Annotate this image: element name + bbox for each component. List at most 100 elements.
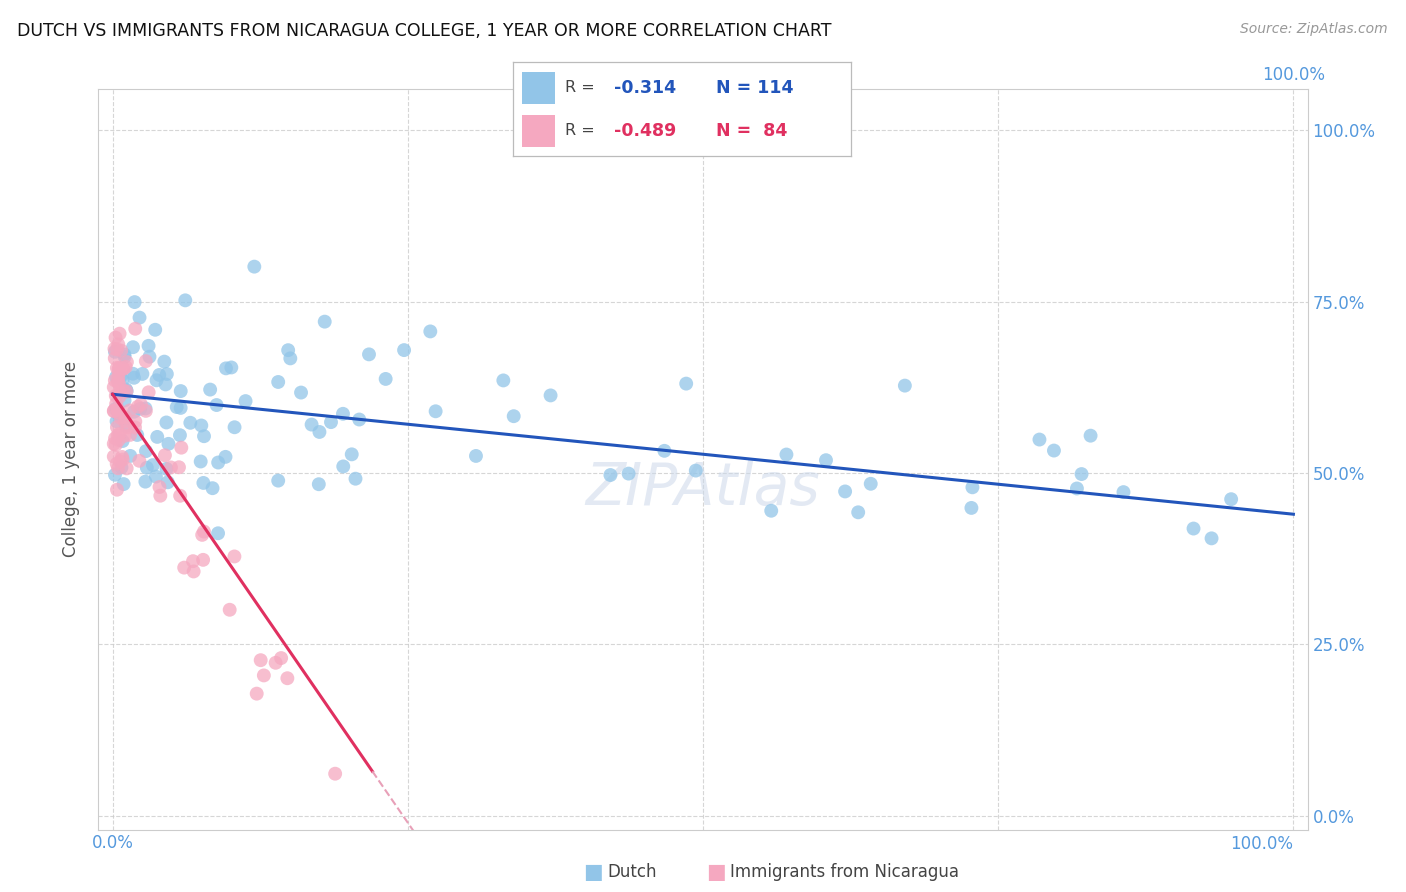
Point: [323, 766, 346, 780]
Point: [149, 489, 172, 503]
Point: [243, 260, 266, 274]
Point: [111, 452, 134, 467]
Point: [1201, 532, 1223, 546]
Point: [224, 420, 246, 434]
Text: Dutch: Dutch: [607, 863, 657, 881]
Point: [170, 441, 193, 455]
Point: [308, 425, 330, 439]
Point: [114, 350, 136, 364]
Point: [138, 350, 160, 364]
Point: [120, 449, 142, 463]
Point: [107, 375, 129, 389]
Point: [122, 371, 145, 385]
Point: [267, 375, 290, 389]
Point: [138, 339, 160, 353]
Point: [104, 402, 127, 417]
Point: [115, 382, 138, 396]
Point: [114, 429, 136, 443]
Text: N = 114: N = 114: [716, 78, 793, 96]
Point: [110, 343, 132, 358]
Point: [290, 385, 312, 400]
Point: [103, 380, 125, 394]
Point: [834, 484, 856, 499]
Point: [253, 668, 276, 682]
Point: [190, 454, 212, 468]
Point: [465, 449, 488, 463]
Point: [108, 390, 131, 404]
Point: [103, 342, 125, 356]
Point: [392, 343, 415, 357]
Point: [191, 528, 214, 542]
Point: [142, 458, 165, 472]
Point: [104, 373, 127, 387]
Point: [419, 325, 441, 339]
Point: [205, 398, 228, 412]
Point: [122, 340, 145, 354]
Point: [148, 480, 170, 494]
Text: N =  84: N = 84: [716, 122, 787, 140]
Point: [112, 384, 135, 398]
Point: [276, 671, 298, 685]
Point: [104, 438, 127, 452]
Point: [267, 474, 290, 488]
Point: [332, 407, 354, 421]
Point: [207, 526, 229, 541]
Point: [1080, 428, 1102, 442]
Point: [120, 428, 142, 442]
Point: [314, 315, 336, 329]
Point: [105, 343, 128, 357]
Point: [115, 384, 138, 398]
Point: [357, 347, 380, 361]
Point: [308, 477, 330, 491]
Point: [107, 366, 129, 380]
Point: [198, 383, 221, 397]
Point: [110, 410, 132, 425]
Point: [110, 370, 132, 384]
Point: [181, 554, 204, 568]
Point: [249, 653, 271, 667]
Point: [105, 414, 128, 428]
Point: [138, 385, 160, 400]
Point: [104, 330, 127, 344]
Point: [654, 443, 676, 458]
Point: [332, 459, 354, 474]
Point: [278, 351, 301, 366]
Point: [117, 420, 139, 434]
Point: [169, 401, 191, 415]
Point: [540, 388, 562, 402]
Point: [1182, 522, 1205, 536]
Point: [191, 553, 214, 567]
Point: [122, 405, 145, 419]
Point: [160, 460, 183, 475]
Point: [127, 428, 149, 442]
Point: [193, 475, 215, 490]
Point: [111, 373, 134, 387]
Point: [114, 347, 136, 361]
Point: [115, 355, 138, 369]
Point: [135, 354, 157, 368]
Point: [124, 322, 146, 336]
Point: [118, 403, 141, 417]
Point: [112, 477, 135, 491]
Point: [114, 418, 136, 433]
Point: [153, 448, 176, 462]
Text: ■: ■: [706, 863, 725, 882]
Point: [894, 378, 917, 392]
Point: [214, 450, 236, 464]
Point: [246, 687, 269, 701]
Point: [127, 400, 149, 414]
Point: [111, 434, 134, 448]
Point: [374, 372, 396, 386]
Point: [207, 456, 229, 470]
Point: [115, 461, 138, 475]
Point: [155, 377, 177, 392]
Point: [108, 427, 131, 442]
Point: [221, 360, 243, 375]
Point: [1043, 443, 1066, 458]
FancyBboxPatch shape: [522, 115, 555, 147]
Point: [1066, 482, 1088, 496]
Text: DUTCH VS IMMIGRANTS FROM NICARAGUA COLLEGE, 1 YEAR OR MORE CORRELATION CHART: DUTCH VS IMMIGRANTS FROM NICARAGUA COLLE…: [17, 22, 831, 40]
Point: [145, 373, 167, 387]
Point: [174, 293, 197, 308]
Text: Immigrants from Nicaragua: Immigrants from Nicaragua: [730, 863, 959, 881]
